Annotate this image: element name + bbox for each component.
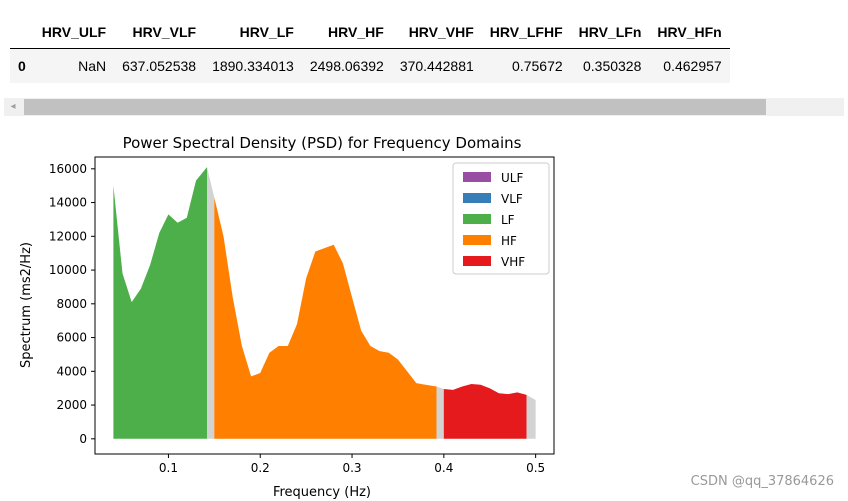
area-gap-2 [436,386,444,439]
legend-swatch-ULF [463,172,491,182]
y-tick-label: 6000 [56,331,87,345]
table-cell: 2498.06392 [301,48,392,83]
table-cell: 0.462957 [649,48,730,83]
table-cell: 1890.334013 [204,48,302,83]
psd-chart: Power Spectral Density (PSD) for Frequen… [19,134,555,500]
area-gap-3 [526,394,536,439]
table-header-row: HRV_ULF HRV_VLF HRV_LF HRV_HF HRV_VHF HR… [10,18,730,49]
plot-frame [94,156,555,455]
scroll-left-arrow-icon[interactable]: ◂ [10,101,16,112]
row-index: 0 [10,48,34,83]
legend-swatch-HF [463,235,491,245]
y-tick-label: 14000 [49,196,87,210]
horizontal-scrollbar[interactable]: ◂ [4,98,844,116]
table-cell: 0.350328 [570,48,650,83]
area-gap-1 [207,167,215,439]
y-tick-label: 16000 [49,162,87,176]
legend-label-VLF: VLF [501,192,523,206]
column-header: HRV_HF [328,24,384,40]
legend-label-HF: HF [501,234,517,248]
column-header: HRV_LFn [578,24,642,40]
y-tick-label: 12000 [49,229,87,243]
y-axis-ticks: 0 2000 4000 6000 8000 10000 12000 14000 16000 [49,162,95,446]
area-VHF [443,384,527,439]
x-tick-label: 0.3 [342,461,361,475]
table-cell: NaN [33,48,115,83]
column-header [10,18,34,49]
legend-label-VHF: VHF [501,255,525,269]
legend-swatch-VHF [463,256,491,266]
chart-title: Power Spectral Density (PSD) for Frequen… [123,134,522,152]
area-HF [214,197,437,439]
x-tick-label: 0.1 [159,461,178,475]
scrollbar-thumb[interactable] [24,99,766,115]
legend-label-LF: LF [501,213,515,227]
watermark: CSDN @qq_37864626 [690,474,834,489]
table-cell: 637.052538 [114,48,205,83]
legend-swatch-LF [463,214,491,224]
legend-box [452,162,550,275]
x-tick-label: 0.2 [251,461,270,475]
table-cell: 0.75672 [481,48,571,83]
chart-areas [113,167,536,439]
dataframe-table: HRV_ULF HRV_VLF HRV_LF HRV_HF HRV_VHF HR… [10,18,730,83]
column-header: HRV_ULF [41,24,107,40]
column-header: HRV_VLF [132,24,197,40]
x-axis-label: Frequency (Hz) [273,485,371,500]
dataframe-output: HRV_ULF HRV_VLF HRV_LF HRV_HF HRV_VHF HR… [10,18,848,83]
column-header: HRV_LFHF [489,24,563,40]
x-tick-label: 0.5 [526,461,545,475]
legend-swatch-VLF [463,193,491,203]
legend-label-ULF: ULF [501,171,523,185]
column-header: HRV_VHF [408,24,474,40]
area-LF [113,167,207,439]
y-tick-label: 10000 [49,263,87,277]
column-header: HRV_HFn [657,24,722,40]
y-tick-label: 8000 [56,297,87,311]
y-axis-label: Spectrum (ms2/Hz) [19,242,34,368]
x-tick-label: 0.4 [434,461,453,475]
column-header: HRV_LF [239,24,294,40]
table-row: 0 NaN 637.052538 1890.334013 2498.06392 … [10,48,730,83]
chart-legend: ULF VLF LF HF VHF [452,162,550,275]
table-cell: 370.442881 [391,48,482,83]
y-tick-label: 4000 [56,364,87,378]
y-tick-label: 0 [79,432,87,446]
y-tick-label: 2000 [56,398,87,412]
x-axis-ticks: 0.1 0.2 0.3 0.4 0.5 [159,454,545,475]
